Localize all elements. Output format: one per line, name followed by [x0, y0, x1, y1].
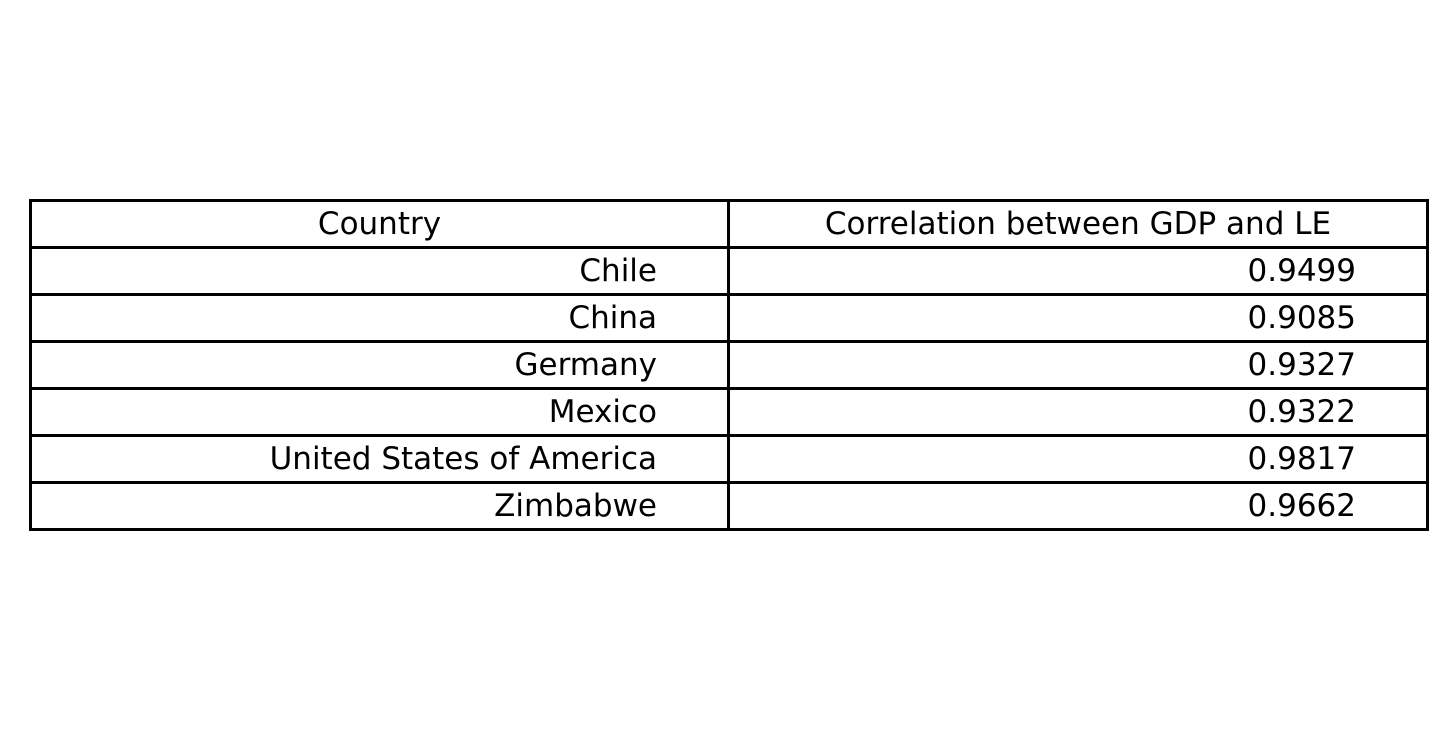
- cell-country: Mexico: [29, 387, 730, 437]
- cell-correlation: 0.9499: [727, 246, 1429, 296]
- table-row: Germany 0.9327: [29, 340, 1429, 390]
- table-row: Chile 0.9499: [29, 246, 1429, 296]
- cell-correlation: 0.9322: [727, 387, 1429, 437]
- cell-country: United States of America: [29, 434, 730, 484]
- table-row: China 0.9085: [29, 293, 1429, 343]
- cell-correlation: 0.9817: [727, 434, 1429, 484]
- table-row: United States of America 0.9817: [29, 434, 1429, 484]
- correlation-table-container: Country Correlation between GDP and LE C…: [29, 199, 1429, 531]
- cell-country: Zimbabwe: [29, 481, 730, 531]
- cell-country: China: [29, 293, 730, 343]
- table-row: Zimbabwe 0.9662: [29, 481, 1429, 531]
- correlation-table: Country Correlation between GDP and LE C…: [29, 199, 1429, 531]
- cell-country: Chile: [29, 246, 730, 296]
- table-body: Chile 0.9499 China 0.9085 Germany 0.9327 Mexic…: [29, 246, 1429, 531]
- cell-country: Germany: [29, 340, 730, 390]
- table-row: Mexico 0.9322: [29, 387, 1429, 437]
- header-country: Country: [29, 199, 730, 249]
- cell-correlation: 0.9662: [727, 481, 1429, 531]
- header-correlation: Correlation between GDP and LE: [727, 199, 1429, 249]
- table-header-row: Country Correlation between GDP and LE: [29, 199, 1429, 249]
- cell-correlation: 0.9327: [727, 340, 1429, 390]
- cell-correlation: 0.9085: [727, 293, 1429, 343]
